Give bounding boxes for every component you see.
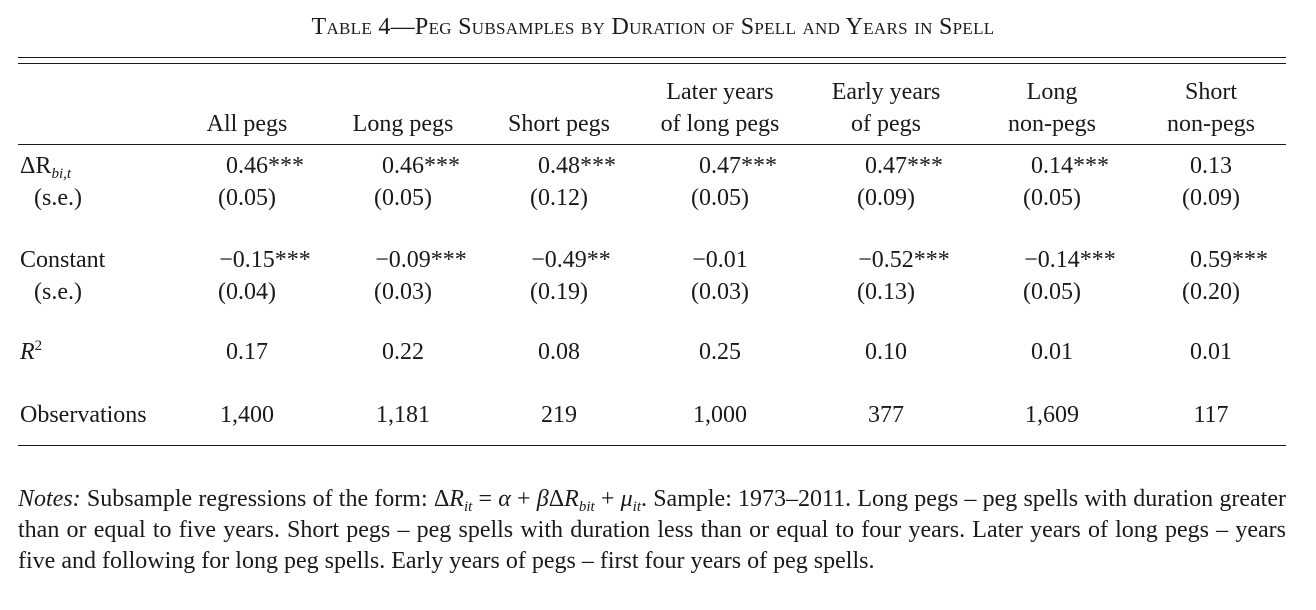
cell-delta-r-se: (0.12) [530,185,588,211]
cell-constant: −0.52*** [858,247,950,273]
column-header-line2: non-pegs [1167,111,1255,137]
cell-constant: −0.14*** [1024,247,1116,273]
column-header-line2: non-pegs [1008,111,1096,137]
cell-delta-r-se: (0.05) [691,185,749,211]
column-header-line2: of long pegs [660,111,780,137]
cell-delta-r-se: (0.09) [857,185,915,211]
header-rule [18,144,1286,145]
cell-r2: 0.22 [382,339,424,365]
column-header-line2: of pegs [851,111,921,137]
top-rule-1 [18,57,1286,58]
row-label-r2: R2 [20,338,43,366]
cell-constant: −0.15*** [219,247,311,273]
cell-constant: −0.01 [692,247,748,273]
table-notes: Notes: Subsample regressions of the form… [18,486,1286,574]
cell-constant-se: (0.03) [374,279,432,305]
cell-constant-se: (0.04) [218,279,276,305]
row-label-observations: Observations [20,402,147,428]
cell-r2: 0.17 [226,339,268,365]
column-header-line1: Short [1184,79,1237,105]
cell-constant: −0.09*** [375,247,467,273]
cell-delta-r: 0.46*** [226,153,304,179]
top-rule-2 [18,63,1286,64]
cell-constant-se: (0.05) [1023,279,1081,305]
cell-delta-r-se: (0.05) [374,185,432,211]
column-header-line2: Long pegs [352,111,454,137]
cell-observations: 1,400 [220,402,274,428]
cell-delta-r-se: (0.09) [1182,185,1240,211]
notes-label: Notes: [18,486,81,512]
cell-delta-r: 0.47*** [865,153,943,179]
notes-formula: ΔRit = α + βΔRbit + μit [433,486,641,515]
bottom-rule [18,445,1286,446]
cell-delta-r: 0.46*** [382,153,460,179]
cell-observations: 1,181 [376,402,430,428]
cell-delta-r-se: (0.05) [218,185,276,211]
cell-delta-r: 0.48*** [538,153,616,179]
cell-delta-r: 0.47*** [699,153,777,179]
cell-observations: 117 [1193,402,1229,428]
cell-observations: 1,000 [693,402,747,428]
cell-constant-se: (0.19) [530,279,588,305]
cell-constant-se: (0.13) [857,279,915,305]
cell-r2: 0.01 [1190,339,1232,365]
cell-r2: 0.25 [699,339,741,365]
cell-delta-r-se: (0.05) [1023,185,1081,211]
cell-r2: 0.08 [538,339,580,365]
cell-observations: 377 [868,402,904,428]
cell-r2: 0.01 [1031,339,1073,365]
column-header-line1: Early years [831,79,941,105]
cell-constant: 0.59*** [1190,247,1268,273]
notes-formula-intro: Subsample regressions of the form: [86,486,428,512]
column-header-line1: Later years [666,79,774,105]
cell-delta-r: 0.13 [1190,153,1232,179]
cell-observations: 219 [541,402,577,428]
column-header-line2: Short pegs [508,111,610,137]
row-label-delta-r-se: (s.e.) [34,185,82,211]
cell-r2: 0.10 [865,339,907,365]
cell-constant-se: (0.03) [691,279,749,305]
column-header-line1: Long [1026,79,1078,105]
column-header-line2: All pegs [206,111,288,137]
cell-observations: 1,609 [1025,402,1079,428]
notes-text: Sample: 1973–2011. Long pegs – peg spell… [18,486,1286,574]
cell-constant-se: (0.20) [1182,279,1240,305]
table-title: Table 4—Peg Subsamples by Duration of Sp… [311,14,995,40]
cell-constant: −0.49** [531,247,611,273]
row-label-delta-r: ΔRbi,t [20,153,72,182]
row-label-constant: Constant [20,247,106,273]
row-label-constant-se: (s.e.) [34,279,82,305]
cell-delta-r: 0.14*** [1031,153,1109,179]
